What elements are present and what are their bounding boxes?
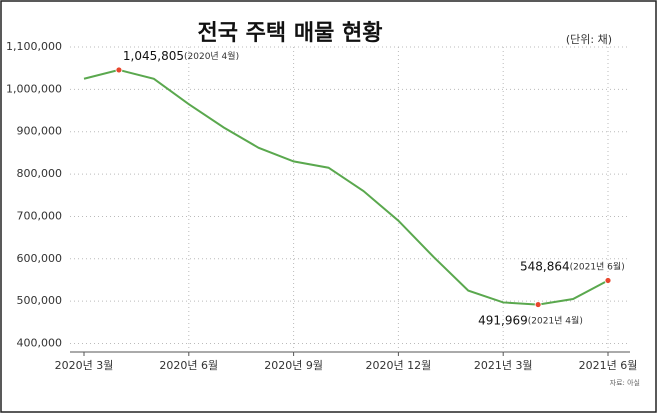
value-label-number: 1,045,805 — [123, 48, 184, 62]
unit: (단위: 채) — [566, 33, 612, 46]
y-tick-label: 400,000 — [17, 337, 63, 350]
value-label-number: 491,969 — [478, 313, 528, 327]
value-label: 548,864(2021년 6월) — [520, 259, 625, 273]
line — [83, 68, 609, 306]
y-tick-label: 600,000 — [17, 252, 63, 265]
chart-title: 전국 주택 매물 현황 — [198, 21, 383, 46]
x-tick-label: 2020년 6월 — [159, 359, 218, 372]
value-label-date: (2020년 4월) — [184, 49, 239, 61]
y-tick-label: 800,000 — [17, 167, 63, 180]
value-label: 491,969(2021년 4월) — [478, 313, 583, 327]
y-tick-label: 700,000 — [17, 209, 63, 222]
highlight-marker — [604, 277, 612, 284]
value-label-date: (2021년 4월) — [528, 314, 583, 326]
value-label-date: (2021년 6월) — [570, 260, 625, 272]
y-tick-label: 500,000 — [17, 294, 63, 307]
highlight-marker — [115, 66, 123, 74]
source: 자료: 아실 — [610, 378, 640, 387]
x-tick-label: 2021년 3월 — [474, 359, 533, 372]
y-tick-label: 1,000,000 — [6, 82, 62, 95]
value-label-number: 548,864 — [520, 259, 570, 273]
y-tick-label: 900,000 — [17, 125, 63, 138]
x-tick-label: 2020년 3월 — [55, 359, 114, 372]
highlight-marker — [534, 301, 542, 308]
value-label: 1,045,805(2020년 4월) — [123, 48, 239, 62]
x-tick-label: 2021년 6월 — [579, 359, 638, 372]
y-tick-label: 1,100,000 — [6, 40, 62, 53]
x-tick-label: 2020년 9월 — [264, 359, 323, 372]
x-tick-label: 2020년 12월 — [366, 359, 432, 372]
